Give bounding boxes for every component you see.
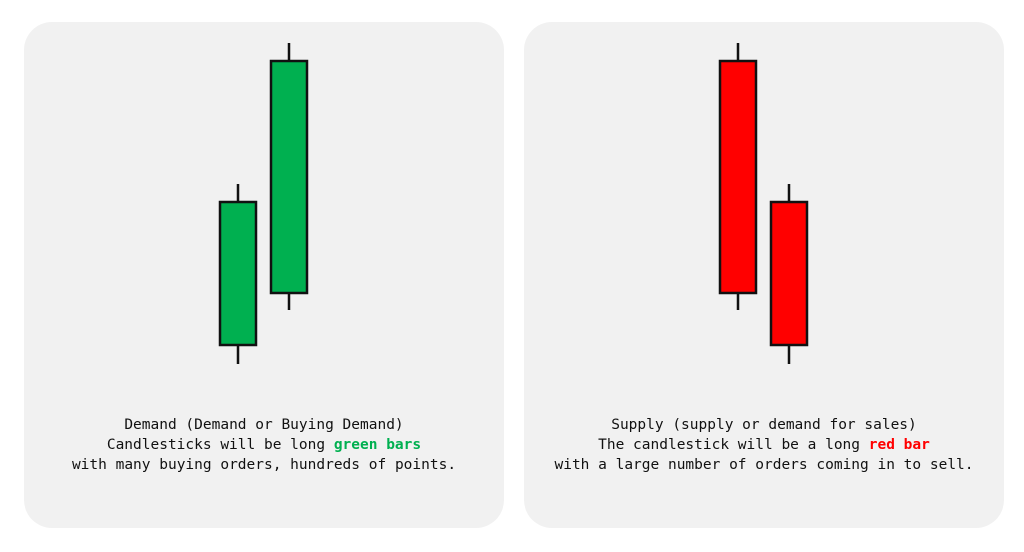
supply-caption-highlight: red bar bbox=[868, 437, 930, 453]
demand-candle-1-body bbox=[218, 200, 258, 347]
supply-caption: Supply (supply or demand for sales) The … bbox=[524, 415, 1004, 475]
supply-caption-line2-pre: The candlestick will be a long bbox=[598, 437, 869, 453]
supply-candlesticks bbox=[718, 43, 809, 364]
demand-candle-2-body bbox=[269, 59, 309, 295]
supply-caption-line2: The candlestick will be a long red bar bbox=[524, 435, 1004, 455]
demand-caption-line1: Demand (Demand or Buying Demand) bbox=[124, 417, 404, 433]
demand-caption-highlight: green bars bbox=[333, 437, 422, 453]
demand-panel: Demand (Demand or Buying Demand) Candles… bbox=[24, 22, 504, 528]
demand-caption-line2: Candlesticks will be long green bars bbox=[24, 435, 504, 455]
supply-panel: Supply (supply or demand for sales) The … bbox=[524, 22, 1004, 528]
demand-candlesticks bbox=[218, 43, 309, 364]
supply-candle-2-body bbox=[769, 200, 809, 347]
supply-candle-1-body bbox=[718, 59, 758, 295]
demand-caption-line2-pre: Candlesticks will be long bbox=[106, 437, 334, 453]
supply-caption-line1: Supply (supply or demand for sales) bbox=[611, 417, 917, 433]
demand-caption-line3: with many buying orders, hundreds of poi… bbox=[71, 457, 457, 473]
demand-caption: Demand (Demand or Buying Demand) Candles… bbox=[24, 415, 504, 475]
supply-caption-line3: with a large number of orders coming in … bbox=[554, 457, 974, 473]
